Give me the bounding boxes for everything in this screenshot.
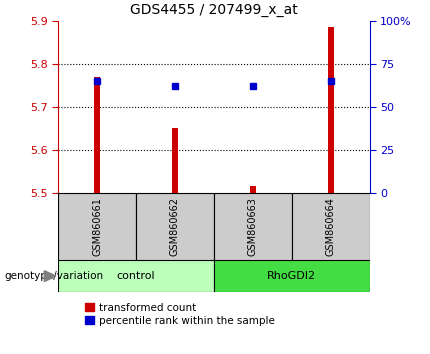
Title: GDS4455 / 207499_x_at: GDS4455 / 207499_x_at [130,4,298,17]
Text: GSM860661: GSM860661 [92,197,102,256]
Text: RhoGDI2: RhoGDI2 [267,271,316,281]
Bar [136,193,214,260]
Bar [214,193,292,260]
Bar [292,193,370,260]
Text: GSM860663: GSM860663 [248,197,258,256]
Bar [58,260,214,292]
Text: GSM860664: GSM860664 [326,197,336,256]
Bar [172,128,178,193]
Bar [214,260,370,292]
Bar [94,77,100,193]
Text: genotype/variation: genotype/variation [4,271,104,281]
Bar [250,187,255,193]
Bar [328,27,334,193]
Legend: transformed count, percentile rank within the sample: transformed count, percentile rank withi… [85,303,275,326]
Text: GSM860662: GSM860662 [170,197,180,256]
Text: control: control [117,271,155,281]
Bar [58,193,136,260]
